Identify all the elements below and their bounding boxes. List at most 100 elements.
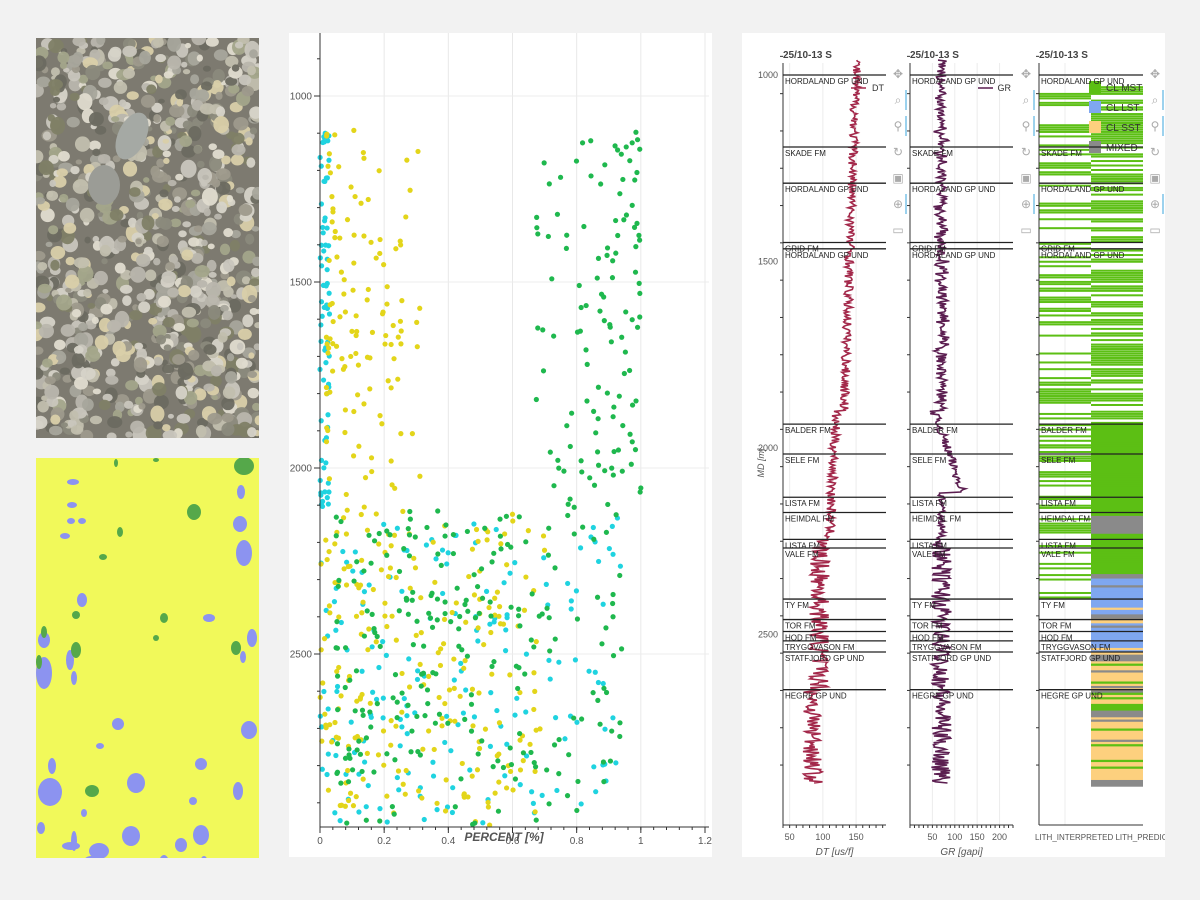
percent-depth-scatter-plot[interactable]: 0 0.2 0.4 0.6 0.8 1 1.2 1000 1500 2000 2500 PERCEN…: [289, 33, 712, 857]
track-x-tick-label: 200: [992, 832, 1007, 842]
md-tick-label: 2000: [758, 443, 778, 453]
pan-icon[interactable]: ✥: [1150, 67, 1160, 81]
legend-label: CL MST: [1106, 83, 1142, 94]
formation-label: VALE FM: [785, 550, 819, 559]
formation-label: HORDALAND GP UND: [785, 251, 869, 260]
formation-label: STATFJORD GP UND: [1041, 654, 1120, 663]
formation-label: TY FM: [1041, 601, 1065, 610]
save-icon[interactable]: ▣: [1149, 171, 1160, 185]
box-zoom-icon[interactable]: ⌕: [1152, 93, 1159, 107]
md-axis-label: MD [m]: [756, 448, 766, 477]
box-zoom-icon[interactable]: ⌕: [895, 93, 902, 107]
legend-label: CL LST: [1106, 103, 1140, 114]
sand-grain-image: [36, 38, 259, 438]
formation-label: SELE FM: [1041, 456, 1076, 465]
formation-label: LISTA FM: [1041, 541, 1076, 550]
legend-label: MIXED: [1106, 143, 1138, 154]
scatter-axes: 0 0.2 0.4 0.6 0.8 1 1.2 1000 1500 2000 2500: [290, 33, 712, 847]
formation-label: STATFJORD GP UND: [912, 654, 991, 663]
scatter-x-tick-label: 1: [638, 836, 644, 847]
pan-icon[interactable]: ✥: [893, 67, 903, 81]
formation-label: HORDALAND GP UND: [1041, 185, 1125, 194]
formation-label: SKADE FM: [785, 149, 826, 158]
scatter-x-tick-label: 0: [317, 836, 323, 847]
formation-label: TRYGGVASON FM: [912, 643, 982, 652]
md-tick-label: 2500: [758, 630, 778, 640]
hover-icon[interactable]: ▭: [1020, 223, 1031, 237]
track-x-tick-label: 50: [785, 832, 795, 842]
plot-toolbar[interactable]: ✥ ⌕ ⚲ ↻ ▣ ⊕ ▭: [1149, 67, 1164, 237]
formation-label: HEIMDAL FM: [785, 515, 834, 524]
crosshair-icon[interactable]: ⊕: [1150, 197, 1160, 211]
formation-label: HEIMDAL FM: [1041, 515, 1090, 524]
track-2[interactable]: LITH_INTERPRETED LITH_PREDICTION CL MST CL…: [1035, 55, 1187, 842]
formation-label: TY FM: [785, 601, 809, 610]
well-log-display[interactable]: 25/10-13 S 25/10-13 S 25/10-13 S MD [m] 1000…: [742, 33, 1187, 858]
track-x-tick-label: 150: [970, 832, 985, 842]
wheel-zoom-icon[interactable]: ⚲: [1022, 119, 1031, 133]
scatter-grid: [320, 33, 709, 827]
formation-label: SELE FM: [912, 456, 947, 465]
legend-label: CL SST: [1106, 123, 1141, 134]
track-title: 25/10-13 S: [910, 50, 959, 61]
reset-icon[interactable]: ↻: [1150, 145, 1160, 159]
pan-icon[interactable]: ✥: [1021, 67, 1031, 81]
legend-swatch: [1089, 101, 1101, 113]
scatter-y-tick-label: 2500: [290, 650, 313, 661]
hover-icon[interactable]: ▭: [892, 223, 903, 237]
formation-label: LISTA FM: [785, 541, 820, 550]
formation-label: HORDALAND GP UND: [912, 185, 996, 194]
crosshair-icon[interactable]: ⊕: [1021, 197, 1031, 211]
plot-toolbar[interactable]: ✥ ⌕ ⚲ ↻ ▣ ⊕ ▭: [892, 67, 907, 237]
formation-label: STATFJORD GP UND: [785, 654, 864, 663]
formation-label: HEGRE GP UND: [1041, 692, 1103, 701]
formation-label: TY FM: [912, 601, 936, 610]
formation-label: TRYGGVASON FM: [1041, 643, 1111, 652]
formation-label: HOD FM: [1041, 634, 1073, 643]
formation-label: BALDER FM: [912, 426, 958, 435]
scatter-y-tick-label: 1000: [290, 92, 313, 103]
formation-label: LISTA FM: [912, 541, 947, 550]
formation-label: LISTA FM: [912, 499, 947, 508]
segmentation-mask-image: [36, 458, 257, 858]
formation-label: BALDER FM: [785, 426, 831, 435]
legend-swatch: [1089, 81, 1101, 93]
reset-icon[interactable]: ↻: [893, 145, 903, 159]
sand-grain-photo: [36, 38, 259, 438]
track-x-tick-label: 150: [849, 832, 864, 842]
scatter-y-tick-label: 2000: [290, 464, 313, 475]
legend-swatch: [1089, 121, 1101, 133]
scatter-x-tick-label: 0.8: [570, 836, 584, 847]
formation-label: HORDALAND GP UND: [785, 185, 869, 194]
reset-icon[interactable]: ↻: [1021, 145, 1031, 159]
formation-label: VALE FM: [1041, 550, 1075, 559]
lith-axis-label: LITH_INTERPRETED LITH_PREDICTION: [1035, 833, 1165, 842]
wheel-zoom-icon[interactable]: ⚲: [894, 119, 903, 133]
save-icon[interactable]: ▣: [1020, 171, 1031, 185]
formation-label: TOR FM: [785, 622, 816, 631]
hover-icon[interactable]: ▭: [1149, 223, 1160, 237]
wheel-zoom-icon[interactable]: ⚲: [1151, 119, 1160, 133]
track-legend-label: GR: [998, 83, 1012, 93]
scatter-x-tick-label: 0.6: [506, 836, 520, 847]
box-zoom-icon[interactable]: ⌕: [1023, 93, 1030, 107]
formation-label: LISTA FM: [1041, 499, 1076, 508]
save-icon[interactable]: ▣: [892, 171, 903, 185]
scatter-y-tick-label: 1500: [290, 278, 313, 289]
formation-label: HOD FM: [912, 634, 944, 643]
scatter-x-axis-label: PERCENT [%]: [464, 830, 544, 844]
crosshair-icon[interactable]: ⊕: [893, 197, 903, 211]
formation-label: SKADE FM: [912, 149, 953, 158]
formation-label: HORDALAND GP UND: [785, 77, 869, 86]
formation-label: BALDER FM: [1041, 426, 1087, 435]
formation-label: TOR FM: [1041, 622, 1072, 631]
formation-label: VALE FM: [912, 550, 946, 559]
scatter-x-tick-label: 0.2: [377, 836, 391, 847]
scatter-x-tick-label: 1.2: [698, 836, 712, 847]
formation-label: HEIMDAL FM: [912, 515, 961, 524]
scatter-points: [317, 127, 644, 828]
plot-toolbar[interactable]: ✥ ⌕ ⚲ ↻ ▣ ⊕ ▭: [1020, 67, 1035, 237]
segmentation-mask: [36, 458, 259, 858]
